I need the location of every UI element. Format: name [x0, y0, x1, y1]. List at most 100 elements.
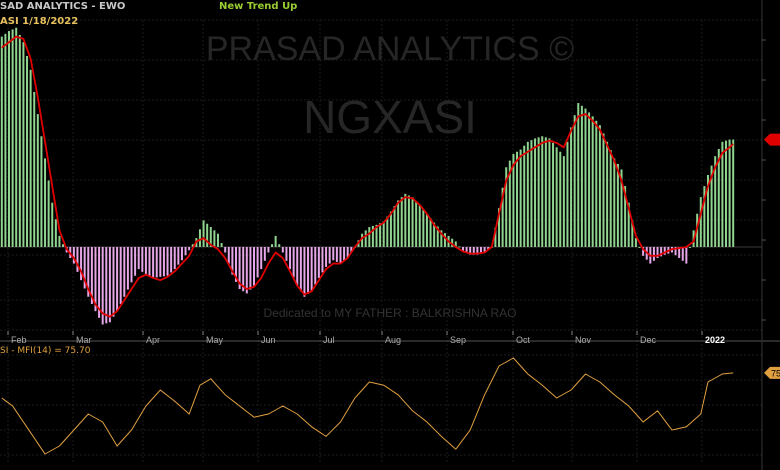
ewo-bar: [180, 246, 183, 261]
signal-line: [1, 35, 734, 318]
ewo-bar: [58, 235, 61, 247]
ewo-bars: [0, 27, 735, 325]
ewo-bar: [638, 246, 641, 248]
ewo-bar: [155, 246, 158, 278]
ewo-bar: [296, 246, 299, 286]
ewo-bar: [274, 235, 277, 247]
ewo-bar: [40, 136, 43, 247]
ewo-bar: [476, 246, 479, 255]
ewo-bar: [440, 230, 443, 247]
ewo-bar: [62, 244, 65, 247]
ewo-bar: [314, 246, 317, 285]
ewo-bar: [483, 246, 486, 253]
ewo-bar: [159, 246, 162, 277]
ewo-bar: [469, 246, 472, 255]
ewo-bar: [512, 153, 515, 247]
ewo-bar: [29, 69, 32, 247]
ewo-bar: [595, 120, 598, 247]
ewo-bar: [685, 246, 688, 264]
month-label: Feb: [11, 335, 27, 345]
ewo-bar: [400, 197, 403, 247]
month-label: Jun: [261, 335, 276, 345]
mfi-value-marker: [764, 366, 780, 379]
ewo-bar: [429, 218, 432, 247]
ewo-bar: [321, 246, 324, 273]
ewo-bar: [0, 36, 3, 247]
ewo-bar: [166, 246, 169, 276]
month-label: Dec: [640, 335, 657, 345]
ewo-bar: [94, 246, 97, 312]
ewo-bar: [591, 116, 594, 247]
ewo-bar: [231, 246, 234, 275]
ewo-bar: [119, 246, 122, 304]
ewo-bar: [498, 208, 501, 247]
ewo-bar: [397, 200, 400, 247]
ewo-bar: [706, 175, 709, 247]
ewo-bar: [479, 246, 482, 254]
watermark-symbol: NGXASI: [303, 91, 477, 143]
ewo-bar: [541, 136, 544, 247]
ewo-bar: [11, 29, 14, 247]
month-label: 2022: [705, 335, 725, 345]
ewo-bar: [580, 105, 583, 247]
ewo-bar: [674, 246, 677, 256]
ewo-bar: [379, 223, 382, 247]
ewo-bar: [552, 142, 555, 247]
ewo-bar: [245, 246, 248, 294]
ewo-bar: [303, 246, 306, 297]
ewo-bar: [238, 246, 241, 290]
ewo-bar: [710, 165, 713, 247]
ewo-bar: [328, 246, 331, 264]
ewo-bar: [678, 246, 681, 259]
ewo-bar: [36, 114, 39, 247]
ewo-bar: [105, 246, 108, 324]
month-label: Jul: [323, 335, 335, 345]
watermark-dedication: Dedicated to MY FATHER : BALKRISHNA RAO: [264, 306, 517, 320]
ewo-bar: [116, 246, 119, 312]
ewo-bar: [339, 246, 342, 264]
ewo-bar: [537, 137, 540, 247]
ewo-bar: [602, 133, 605, 247]
ewo-bar: [148, 246, 151, 277]
ewo-bar: [22, 42, 25, 247]
ewo-bar: [570, 127, 573, 247]
ewo-bar: [634, 238, 637, 247]
ewo-bar: [249, 246, 252, 290]
ewo-bar: [407, 195, 410, 247]
ewo-bar: [198, 229, 201, 247]
ewo-bar: [271, 244, 274, 247]
ewo-bar: [371, 225, 374, 247]
ewo-bar: [224, 246, 227, 253]
ewo-bar: [15, 27, 18, 247]
ewo-bar: [508, 160, 511, 247]
ewo-bar: [613, 158, 616, 247]
ewo-bar: [216, 233, 219, 247]
ewo-bar: [389, 211, 392, 247]
ewo-bar: [703, 186, 706, 247]
ewo-bar: [699, 197, 702, 247]
ewo-bar: [253, 246, 256, 286]
ewo-bar: [281, 246, 284, 253]
ewo-bar: [343, 246, 346, 261]
ewo-bar: [382, 221, 385, 247]
ewo-bar: [624, 186, 627, 247]
ewo-bar: [47, 180, 50, 247]
ewo-bar: [519, 149, 522, 247]
ewo-bar: [191, 244, 194, 247]
month-label: Apr: [146, 335, 160, 345]
ewo-bar: [465, 246, 468, 254]
ewo-bar: [487, 246, 490, 250]
mfi-line-path: [1, 357, 734, 455]
ewo-bar: [177, 246, 180, 265]
ewo-bar: [681, 246, 684, 261]
ewo-bar: [494, 227, 497, 247]
ewo-bar: [458, 246, 461, 248]
ewo-bar: [18, 34, 21, 247]
ewo-bar: [310, 246, 313, 292]
ewo-bar: [364, 230, 367, 247]
ewo-bar: [562, 156, 565, 247]
ewo-bar: [732, 139, 735, 247]
ewo-bar: [461, 246, 464, 252]
ewo-bar: [660, 246, 663, 257]
